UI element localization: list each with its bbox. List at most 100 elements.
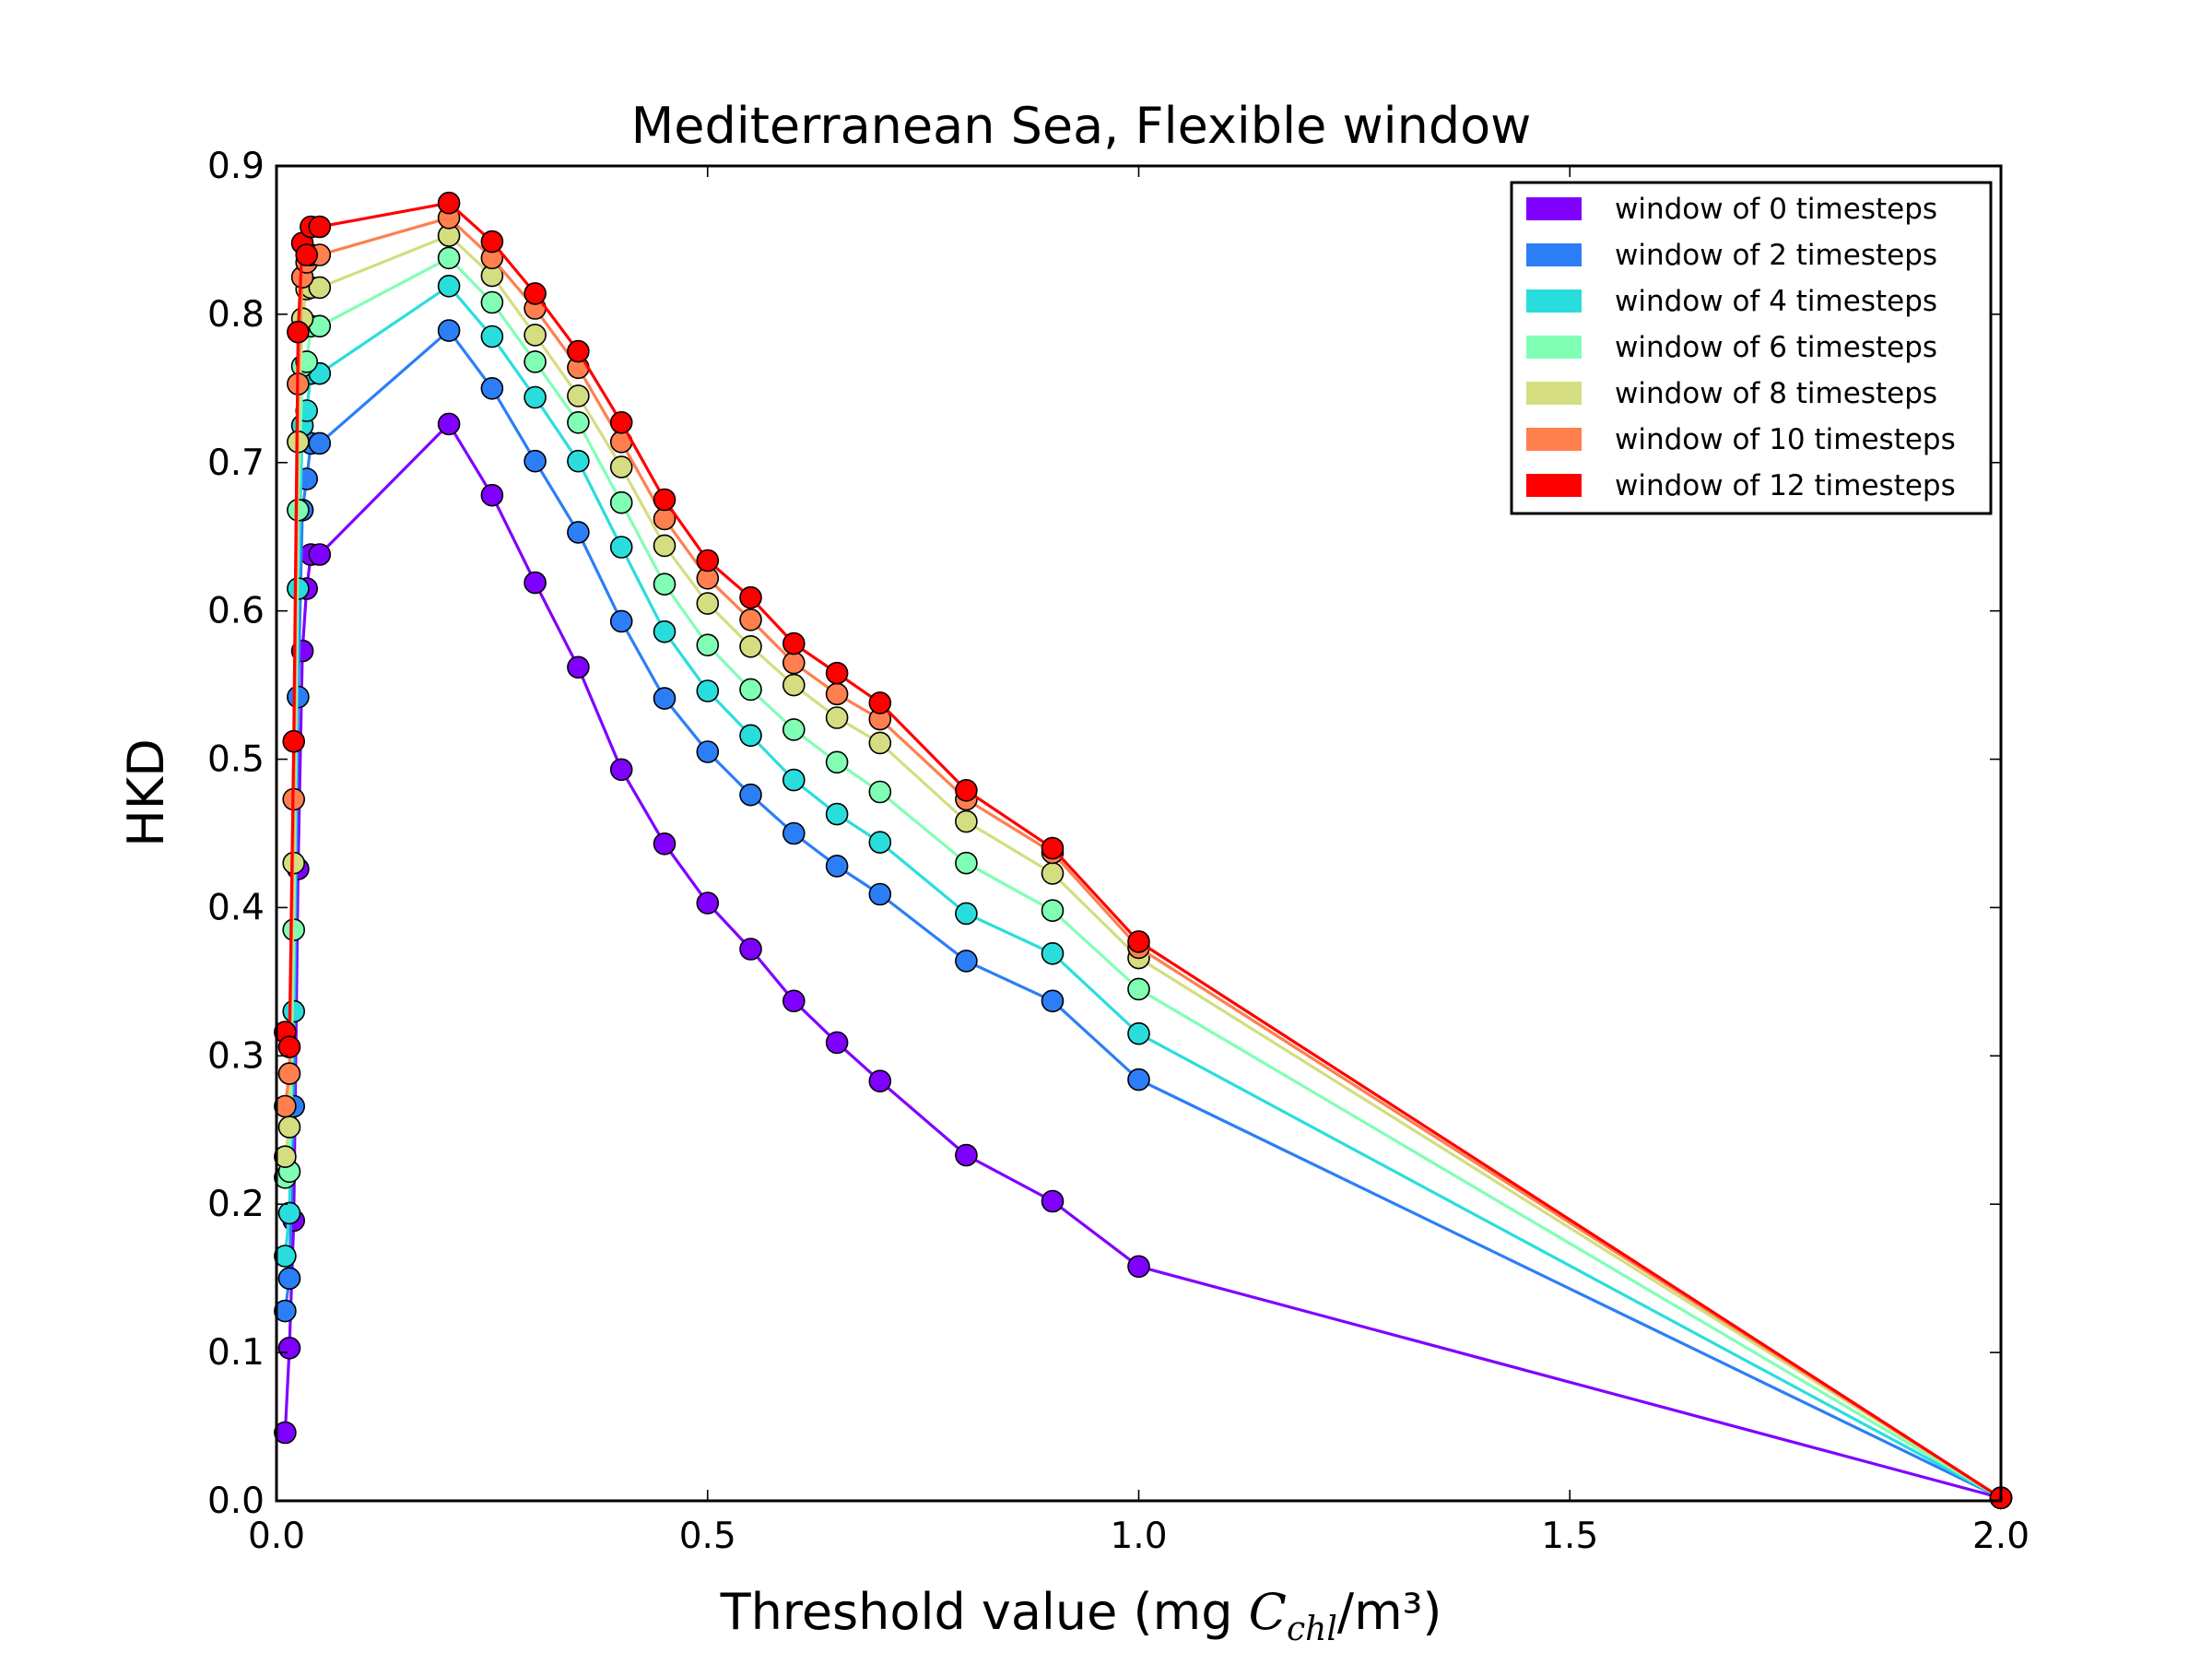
data-point	[955, 851, 978, 875]
data-point	[782, 631, 806, 655]
y-tick-label: 0.0	[207, 1481, 265, 1522]
data-point	[825, 682, 849, 706]
legend-swatch	[1526, 197, 1582, 220]
x-tick-label: 0.0	[248, 1516, 305, 1557]
data-point	[696, 679, 720, 702]
data-point	[782, 768, 806, 792]
legend-label: window of 6 timesteps	[1615, 331, 1937, 364]
x-axis-title-start: Threshold value (mg	[720, 1583, 1249, 1641]
data-point	[609, 758, 633, 782]
data-point	[567, 339, 590, 363]
legend-swatch	[1526, 336, 1582, 359]
y-tick-label: 0.7	[207, 443, 265, 484]
data-point	[480, 376, 504, 400]
data-point	[739, 724, 762, 748]
legend-label: window of 10 timesteps	[1615, 423, 1956, 456]
data-point	[567, 449, 590, 473]
data-point	[825, 706, 849, 729]
data-point	[739, 585, 762, 609]
y-axis-title: HKD	[117, 738, 175, 847]
legend: window of 0 timesteps window of 2 timeste…	[1510, 181, 1993, 515]
data-point	[653, 832, 677, 856]
data-point	[825, 1031, 849, 1055]
data-point	[782, 651, 806, 675]
legend-swatch	[1526, 382, 1582, 405]
data-point	[609, 609, 633, 633]
data-point	[277, 1115, 301, 1139]
data-point	[287, 320, 310, 344]
data-point	[480, 230, 504, 254]
data-point	[282, 729, 306, 753]
data-point	[825, 855, 849, 878]
y-tick-label: 0.4	[207, 887, 265, 928]
data-point	[567, 410, 590, 434]
data-point	[653, 687, 677, 710]
x-tick-label: 1.0	[1110, 1516, 1167, 1557]
data-point	[955, 902, 978, 926]
data-point	[1041, 899, 1065, 923]
data-point	[609, 455, 633, 478]
data-point	[1127, 1021, 1150, 1045]
data-point	[274, 1145, 297, 1168]
legend-swatch	[1526, 474, 1582, 497]
data-point	[696, 633, 720, 657]
legend-item-6: window of 12 timesteps	[1526, 469, 1956, 502]
data-point	[480, 483, 504, 507]
data-point	[274, 1094, 297, 1118]
data-point	[955, 778, 978, 802]
data-point	[609, 490, 633, 514]
legend-label: window of 12 timesteps	[1615, 469, 1956, 502]
data-point	[696, 592, 720, 615]
data-point	[782, 989, 806, 1013]
data-point	[308, 543, 332, 566]
data-point	[524, 385, 547, 409]
data-point	[1127, 930, 1150, 953]
data-point	[868, 831, 892, 855]
x-axis-title-math: C	[1249, 1583, 1287, 1641]
data-point	[782, 718, 806, 741]
data-point	[696, 891, 720, 915]
data-point	[524, 282, 547, 305]
x-tick-label: 1.5	[1541, 1516, 1598, 1557]
data-point	[274, 1421, 297, 1445]
data-point	[1127, 1068, 1150, 1092]
data-point	[653, 572, 677, 596]
legend-item-1: window of 2 timesteps	[1526, 239, 1937, 272]
data-point	[609, 410, 633, 434]
data-point	[782, 821, 806, 845]
legend-item-4: window of 8 timesteps	[1526, 377, 1937, 410]
legend-label: window of 2 timesteps	[1615, 239, 1937, 272]
data-point	[437, 191, 461, 215]
x-tick-label: 0.5	[679, 1516, 736, 1557]
data-point	[308, 431, 332, 455]
data-point	[868, 780, 892, 804]
data-point	[868, 691, 892, 714]
legend-label: window of 8 timesteps	[1615, 377, 1937, 410]
data-point	[868, 882, 892, 906]
data-point	[739, 938, 762, 961]
data-point	[1041, 862, 1065, 885]
series-6	[274, 191, 2013, 1510]
data-point	[480, 325, 504, 348]
legend-label: window of 4 timesteps	[1615, 285, 1937, 318]
data-point	[653, 488, 677, 512]
data-point	[782, 673, 806, 697]
data-point	[567, 384, 590, 407]
data-point	[825, 661, 849, 685]
data-point	[437, 274, 461, 298]
data-point	[696, 740, 720, 763]
data-point	[567, 655, 590, 679]
legend-box	[1510, 181, 1993, 515]
data-point	[567, 521, 590, 544]
data-point	[653, 620, 677, 643]
data-point	[277, 1062, 301, 1085]
y-tick-label: 0.8	[207, 294, 265, 336]
data-point	[295, 243, 319, 266]
data-point	[653, 534, 677, 558]
data-point	[739, 608, 762, 631]
y-tick-label: 0.3	[207, 1035, 265, 1077]
y-tick-label: 0.1	[207, 1332, 265, 1374]
axes: 0.0 0.5 1.0 1.5 2.0 0.0 0.1 0.2 0.3 0.4 0.5 0.6 0.7 0…	[207, 146, 2030, 1557]
